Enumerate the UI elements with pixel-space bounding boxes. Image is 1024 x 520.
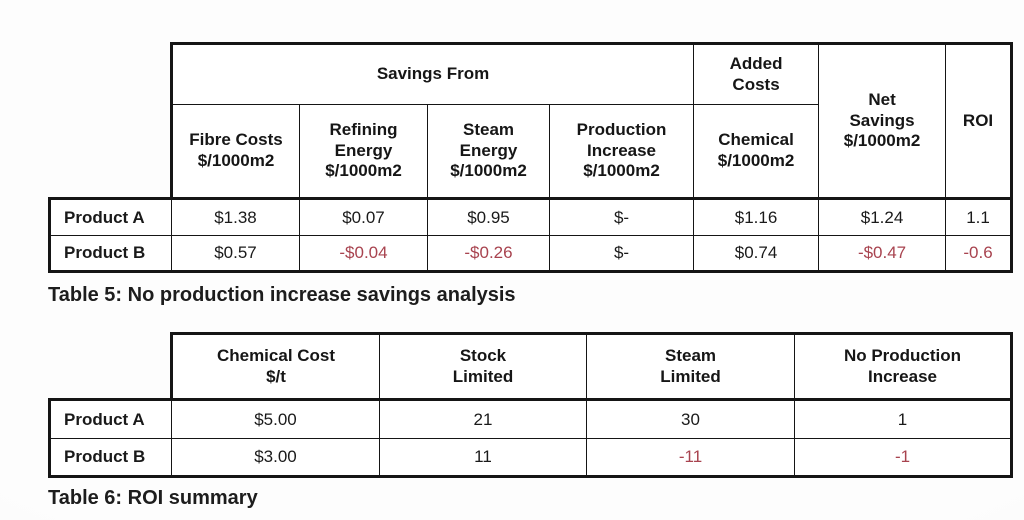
cell-b-steam-limited: -11 xyxy=(586,438,795,478)
cell-b-net-savings: -$0.47 xyxy=(818,235,947,273)
group-header-savings-from: Savings From xyxy=(169,42,695,105)
cell-b-no-production: -1 xyxy=(794,438,1013,478)
cell-b-stock-limited: 11 xyxy=(379,438,587,478)
col-header-production-increase: Production Increase $/1000m2 xyxy=(548,104,695,199)
col-header-chemical: Chemical $/1000m2 xyxy=(693,104,820,199)
col-header-refining-energy: Refining Energy $/1000m2 xyxy=(299,104,428,199)
table6-caption: Table 6: ROI summary xyxy=(48,487,258,509)
cell-b-refining: -$0.04 xyxy=(299,235,428,273)
cell-b-steam: -$0.26 xyxy=(427,235,550,273)
row-label-product-b: Product B xyxy=(48,235,172,273)
cell-b-chemical: $0.74 xyxy=(693,235,820,273)
group-header-roi: ROI xyxy=(945,42,1014,199)
cell-a-chemical-cost: $5.00 xyxy=(171,398,380,439)
cell-a-no-production: 1 xyxy=(794,398,1013,439)
cell-a-steam: $0.95 xyxy=(427,197,550,236)
cell-a-stock-limited: 21 xyxy=(379,398,587,439)
row-label-product-a: Product A xyxy=(48,398,172,439)
savings-analysis-table: Savings From Added Costs Net Savings $/1… xyxy=(48,42,1014,273)
table-row: Product B $0.57 -$0.04 -$0.26 $- $0.74 -… xyxy=(48,235,1014,273)
col-header-fibre-costs: Fibre Costs $/1000m2 xyxy=(170,104,300,199)
cell-b-chemical-cost: $3.00 xyxy=(171,438,380,478)
roi-summary-table: Chemical Cost $/t Stock Limited Steam Li… xyxy=(48,332,1013,478)
table-row: Product B $3.00 11 -11 -1 xyxy=(48,438,1013,478)
col-header-no-production-increase: No Production Increase xyxy=(794,332,1013,400)
cell-a-refining: $0.07 xyxy=(299,197,428,236)
cell-a-steam-limited: 30 xyxy=(586,398,795,439)
col-header-chemical-cost: Chemical Cost $/t xyxy=(170,332,380,400)
table6-corner-spacer xyxy=(50,334,172,400)
cell-b-production: $- xyxy=(548,235,695,273)
table5-corner-spacer xyxy=(50,44,172,199)
table-row: Product A $5.00 21 30 1 xyxy=(48,398,1013,439)
group-header-net-savings: Net Savings $/1000m2 xyxy=(818,42,947,199)
cell-a-chemical: $1.16 xyxy=(693,197,820,236)
col-header-steam-energy: Steam Energy $/1000m2 xyxy=(427,104,550,199)
group-header-added-costs: Added Costs xyxy=(693,42,820,105)
table5-caption: Table 5: No production increase savings … xyxy=(48,284,516,306)
row-label-product-a: Product A xyxy=(48,197,172,236)
cell-b-roi: -0.6 xyxy=(945,235,1014,273)
col-header-steam-limited: Steam Limited xyxy=(586,332,795,400)
cell-a-production: $- xyxy=(548,197,695,236)
row-label-product-b: Product B xyxy=(48,438,172,478)
cell-b-fibre: $0.57 xyxy=(171,235,300,273)
cell-a-fibre: $1.38 xyxy=(171,197,300,236)
cell-a-net-savings: $1.24 xyxy=(818,197,947,236)
col-header-stock-limited: Stock Limited xyxy=(379,332,587,400)
cell-a-roi: 1.1 xyxy=(945,197,1014,236)
table-row: Product A $1.38 $0.07 $0.95 $- $1.16 $1.… xyxy=(48,197,1014,236)
